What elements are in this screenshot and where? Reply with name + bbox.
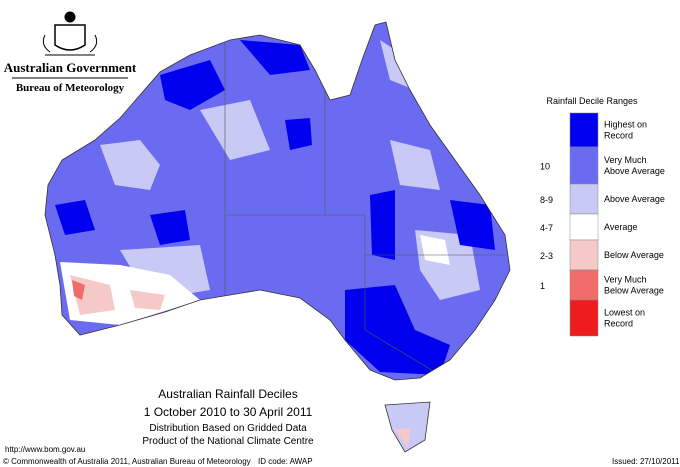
legend-range: 10 <box>540 162 550 172</box>
legend-range: 8-9 <box>540 195 553 205</box>
legend-swatch <box>569 146 599 185</box>
legend-range: 4-7 <box>540 223 553 233</box>
footer-issued: Issued: 27/10/2011 <box>612 457 680 466</box>
legend-label: Above Average <box>604 194 665 204</box>
tasmania-patch <box>395 428 410 448</box>
map-note: Distribution Based on Gridded Data <box>149 423 307 434</box>
map-period: 1 October 2010 to 30 April 2011 <box>144 405 313 419</box>
legend-label: Above Average <box>604 166 665 176</box>
map-title: Australian Rainfall Deciles <box>158 387 297 401</box>
legend-label: Lowest on <box>604 308 645 318</box>
government: Australian Government <box>4 60 137 75</box>
legend-label: Record <box>604 131 633 141</box>
legend-swatch <box>569 269 599 301</box>
legend-swatch <box>569 239 599 271</box>
legend-label: Average <box>604 222 637 232</box>
legend-label: Record <box>604 319 633 329</box>
legend-range: 1 <box>540 281 545 291</box>
legend-label: Below Average <box>604 286 664 296</box>
legend-swatch <box>569 213 599 241</box>
coat-of-arms <box>42 11 98 56</box>
legend-label: Very Much <box>604 155 647 165</box>
legend-swatch <box>569 112 599 148</box>
legend-title: Rainfall Decile Ranges <box>546 96 638 106</box>
footer-url: http://www.bom.gov.au <box>5 445 85 454</box>
legend-label: Highest on <box>604 120 647 130</box>
legend-swatch <box>569 299 599 337</box>
legend-label: Very Much <box>604 275 647 285</box>
map-note: Product of the National Climate Centre <box>142 436 314 447</box>
tasmania <box>384 401 431 453</box>
footer-id: ID code: AWAP <box>258 457 313 466</box>
footer-copyright: © Commonwealth of Australia 2011, Austra… <box>3 457 251 466</box>
legend-swatch <box>569 183 599 215</box>
legend-range: 2-3 <box>540 251 553 261</box>
legend-label: Below Average <box>604 250 664 260</box>
agency: Bureau of Meteorology <box>16 82 125 94</box>
